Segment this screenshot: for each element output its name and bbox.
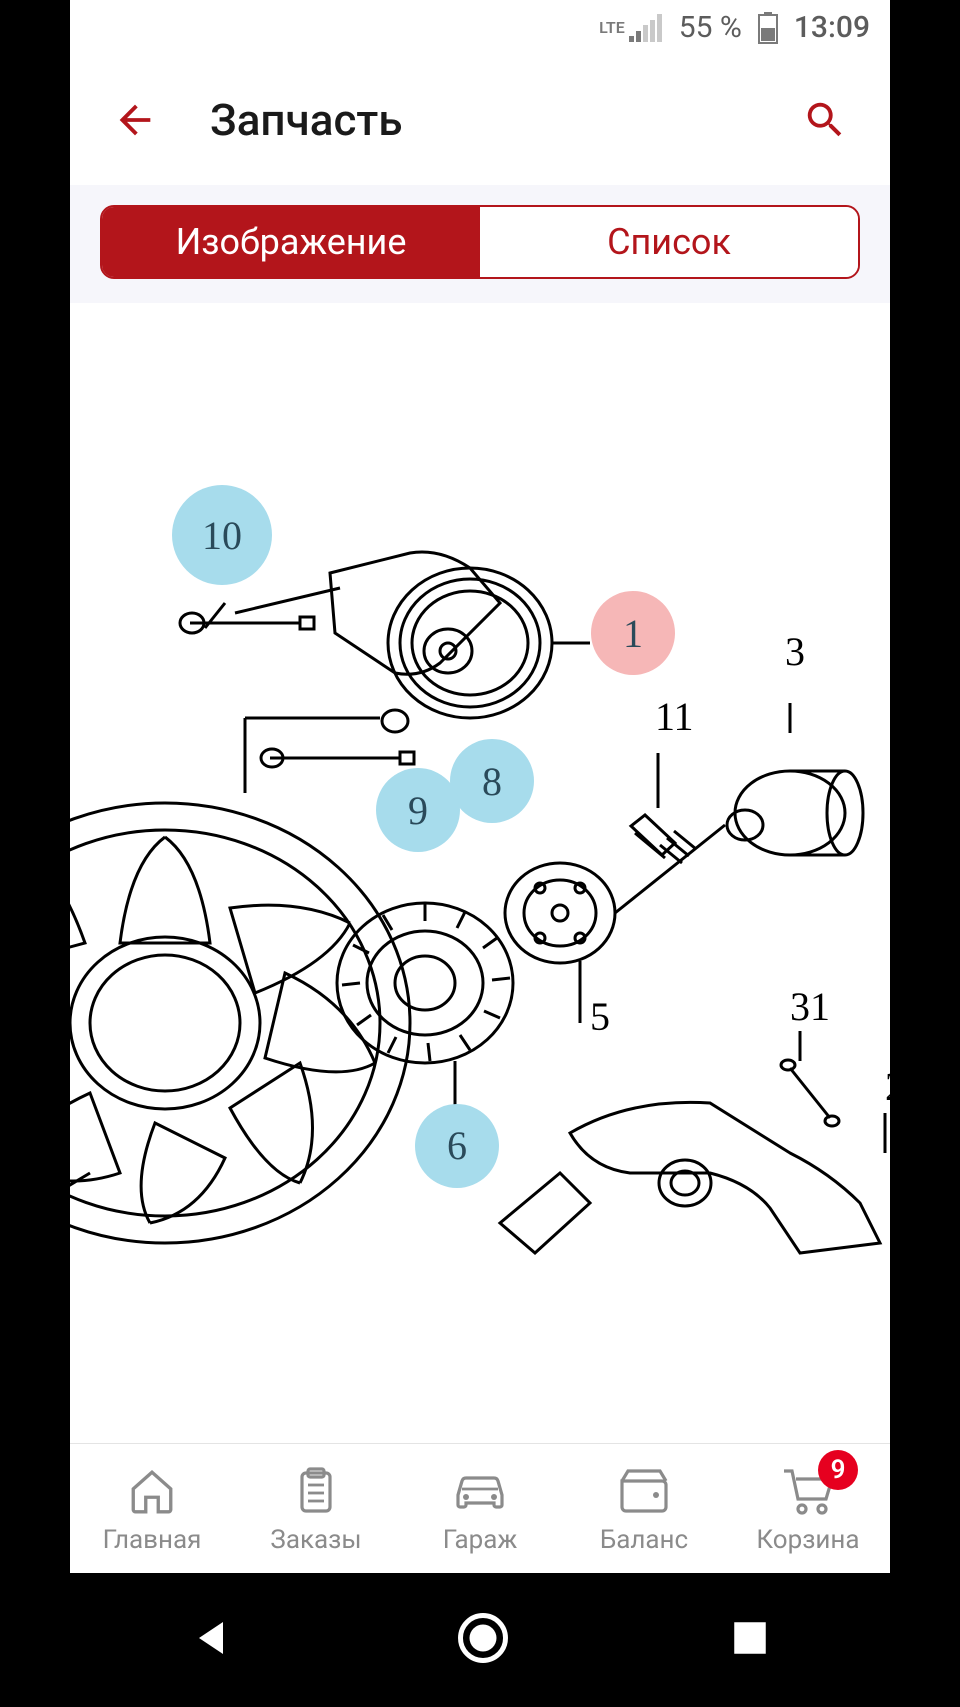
- part-diagram: 3 11 5 31 2: [70, 303, 890, 1431]
- network-indicator: LTE: [599, 18, 625, 37]
- bottom-nav: Главная Заказы Гараж Баланс: [70, 1443, 890, 1573]
- app-bar: Запчасть: [70, 55, 890, 185]
- nav-label: Главная: [103, 1525, 202, 1555]
- callout-5: 5: [590, 994, 610, 1039]
- nav-garage[interactable]: Гараж: [398, 1444, 562, 1573]
- hotspot-9[interactable]: 9: [376, 768, 460, 852]
- search-icon: [802, 97, 848, 143]
- back-button[interactable]: [100, 97, 170, 143]
- nav-label: Баланс: [600, 1525, 688, 1555]
- nav-orders[interactable]: Заказы: [234, 1444, 398, 1573]
- car-icon: [450, 1469, 510, 1513]
- cart-badge: 9: [818, 1450, 858, 1490]
- signal-icon: [629, 14, 663, 42]
- arrow-left-icon: [112, 97, 158, 143]
- android-back-button[interactable]: [189, 1614, 237, 1666]
- view-switcher: Изображение Список: [70, 185, 890, 303]
- battery-percent: 55 %: [679, 10, 742, 45]
- callout-2: 2: [885, 1064, 890, 1109]
- callout-31: 31: [790, 984, 830, 1029]
- home-icon: [125, 1466, 179, 1516]
- battery-icon: [758, 12, 778, 44]
- tab-image[interactable]: Изображение: [102, 207, 480, 277]
- square-recents-icon: [729, 1617, 771, 1659]
- nav-balance[interactable]: Баланс: [562, 1444, 726, 1573]
- hotspot-6[interactable]: 6: [415, 1104, 499, 1188]
- diagram-viewport[interactable]: 3 11 5 31 2 10 189 6: [70, 303, 890, 1443]
- android-recents-button[interactable]: [729, 1617, 771, 1663]
- hotspot-1[interactable]: 1: [591, 591, 675, 675]
- triangle-back-icon: [189, 1614, 237, 1662]
- android-home-button[interactable]: [456, 1611, 510, 1669]
- callout-11: 11: [655, 694, 694, 739]
- search-button[interactable]: [790, 97, 860, 143]
- nav-label: Гараж: [443, 1525, 518, 1555]
- clock: 13:09: [794, 10, 870, 45]
- nav-cart[interactable]: Корзина 9: [726, 1444, 890, 1573]
- android-nav-bar: [0, 1573, 960, 1707]
- nav-home[interactable]: Главная: [70, 1444, 234, 1573]
- clipboard-icon: [292, 1464, 340, 1518]
- wallet-icon: [616, 1467, 672, 1515]
- tab-list[interactable]: Список: [480, 207, 858, 277]
- callout-3: 3: [785, 629, 805, 674]
- status-bar: LTE 55 % 13:09: [70, 0, 890, 55]
- nav-label: Заказы: [270, 1525, 361, 1555]
- circle-home-icon: [456, 1611, 510, 1665]
- hotspot-8[interactable]: 8: [450, 739, 534, 823]
- page-title: Запчасть: [210, 94, 790, 146]
- nav-label: Корзина: [756, 1525, 859, 1555]
- hotspot-10[interactable]: 10: [172, 485, 272, 585]
